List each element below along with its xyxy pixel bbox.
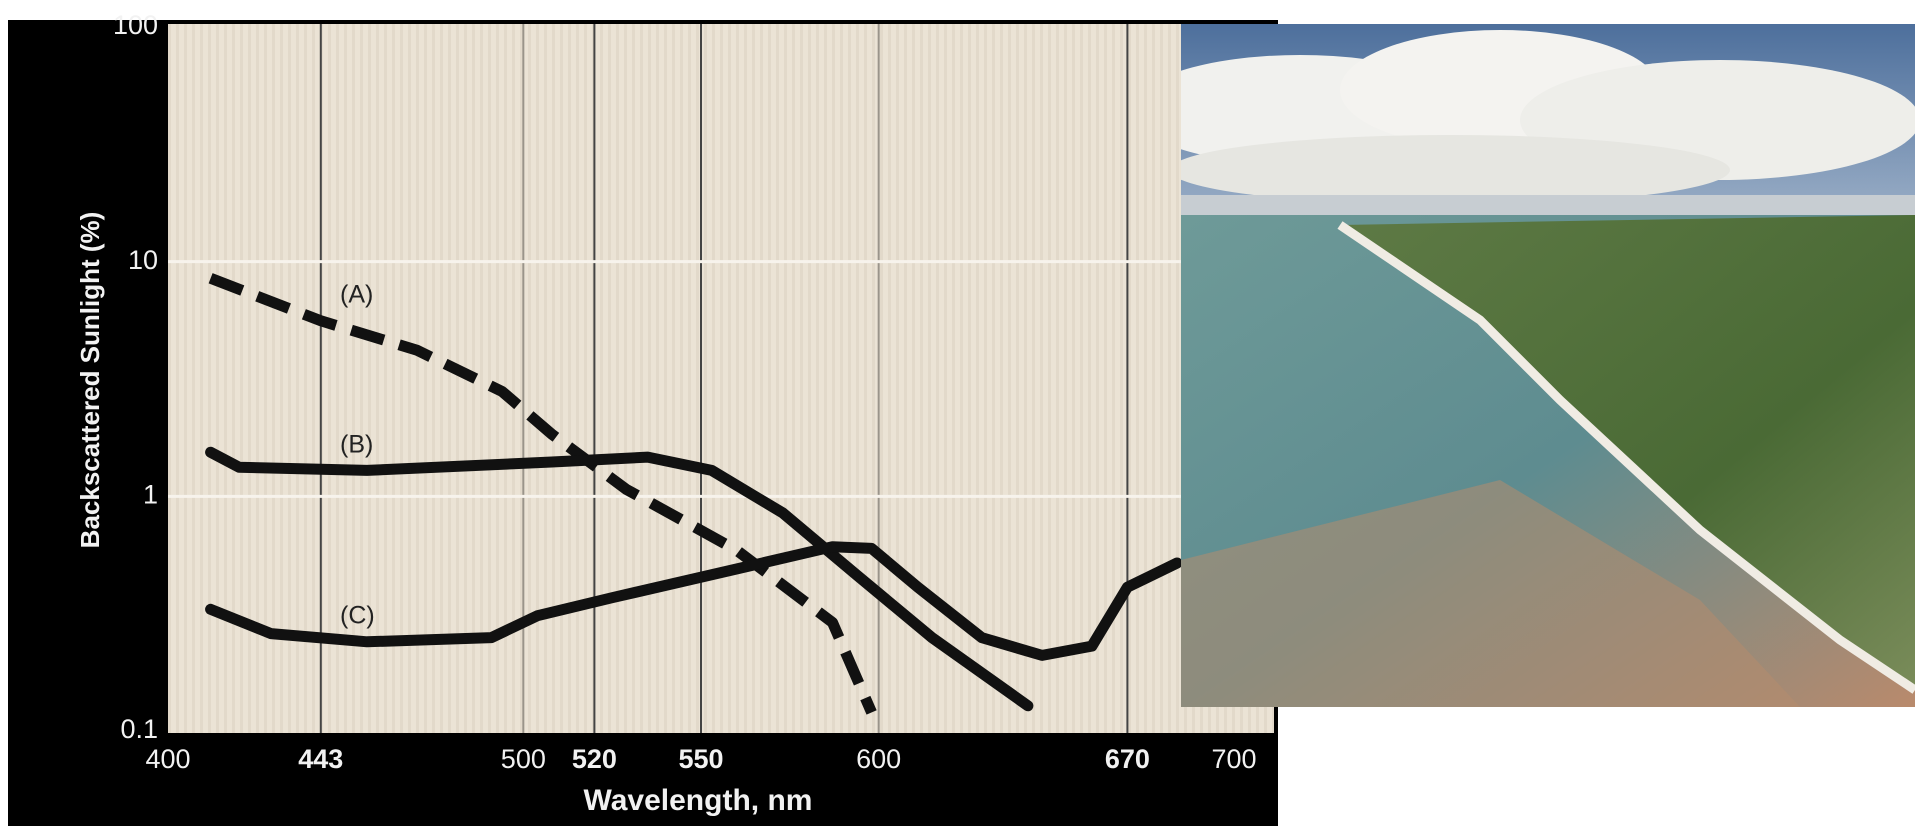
x-tick-label: 400 [145,744,190,774]
x-tick-label: 550 [678,744,723,774]
x-tick-label: 500 [501,744,546,774]
y-axis-title: Backscattered Sunlight (%) [75,212,105,549]
x-tick-label: 443 [298,744,343,774]
y-tick-label: 10 [128,245,158,275]
coast-photo [1130,24,1919,707]
y-tick-label: 0.1 [120,714,158,744]
x-tick-label: 700 [1211,744,1256,774]
chart: Wavelength, nm Backscattered Sunlight (%… [0,0,1919,826]
series-label: (C) [340,602,375,630]
series-label: (B) [340,431,373,459]
x-tick-label: 670 [1105,744,1150,774]
y-tick-label: 1 [143,479,158,509]
series-label: (A) [340,281,373,309]
x-tick-label: 600 [856,744,901,774]
y-tick-label: 100 [113,10,158,40]
x-tick-label: 520 [572,744,617,774]
page: Wavelength, nm Backscattered Sunlight (%… [0,0,1919,826]
x-axis-title: Wavelength, nm [584,784,813,817]
